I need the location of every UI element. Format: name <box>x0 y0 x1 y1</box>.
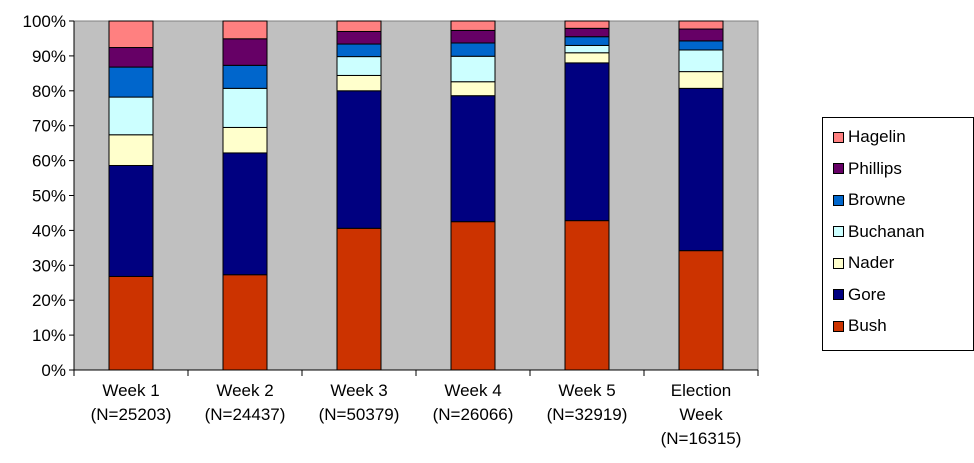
x-tick-label: Week 3 <box>330 381 387 400</box>
bar-segment-buchanan <box>678 49 724 73</box>
y-tick-label: 90% <box>32 47 66 66</box>
bar-segment-buchanan <box>564 44 610 54</box>
legend-swatch <box>833 320 844 332</box>
bar-segment-hagelin <box>450 20 496 31</box>
bar-segment-bush <box>564 220 610 371</box>
x-tick-label: Week 4 <box>444 381 501 400</box>
x-tick-label: (N=16315) <box>661 429 742 448</box>
bar-segment-nader <box>564 52 610 64</box>
bar-segment-phillips <box>108 47 154 68</box>
x-tick-label: (N=50379) <box>319 405 400 424</box>
plot-area <box>73 20 759 371</box>
bar-segment-phillips <box>336 30 382 45</box>
legend-label: Gore <box>848 284 886 304</box>
bar-segment-bush <box>108 275 154 371</box>
bar-segment-hagelin <box>108 20 154 49</box>
legend-label: Buchanan <box>848 221 925 241</box>
bar-segment-browne <box>678 40 724 51</box>
x-tick-label: (N=32919) <box>547 405 628 424</box>
y-tick-label: 100% <box>23 12 66 31</box>
legend-label: Nader <box>848 253 895 272</box>
legend-item-nader: Nader <box>833 252 894 274</box>
bar-segment-bush <box>678 250 724 371</box>
bar-segment-buchanan <box>108 96 154 136</box>
bar-segment-hagelin <box>222 20 268 40</box>
bar-segment-nader <box>222 126 268 154</box>
bar-segment-buchanan <box>450 55 496 83</box>
bar-segment-phillips <box>222 38 268 66</box>
x-tick-label: Week 1 <box>102 381 159 400</box>
legend-label: Phillips <box>848 158 902 178</box>
y-tick-label: 60% <box>32 152 66 171</box>
bar-segment-nader <box>336 74 382 92</box>
x-tick-label: (N=26066) <box>433 405 514 424</box>
legend-swatch <box>833 289 844 300</box>
legend-swatch <box>833 226 844 237</box>
bar-segment-gore <box>108 164 154 277</box>
bar-segment-browne <box>564 36 610 46</box>
bar-segment-gore <box>450 95 496 223</box>
bar-segment-bush <box>450 221 496 371</box>
y-tick-label: 40% <box>32 221 66 240</box>
bar-segment-gore <box>564 62 610 222</box>
bar-segment-nader <box>450 81 496 97</box>
legend-swatch <box>833 257 844 269</box>
bar-segment-nader <box>108 134 154 166</box>
bar-segment-browne <box>108 66 154 98</box>
x-tick-label: (N=24437) <box>205 405 286 424</box>
y-tick-label: 10% <box>32 326 66 345</box>
bar-segment-browne <box>222 64 268 89</box>
legend-item-bush: Bush <box>833 315 887 337</box>
y-tick-label: 50% <box>32 187 66 206</box>
bar-segment-gore <box>678 87 724 252</box>
x-tick-label: Week 5 <box>558 381 615 400</box>
bar-segment-phillips <box>678 28 724 42</box>
bar-segment-nader <box>678 71 724 89</box>
x-tick-label: Week <box>679 405 723 424</box>
legend-item-phillips: Phillips <box>833 158 902 180</box>
bar-segment-buchanan <box>336 56 382 76</box>
x-tick-label: Week 2 <box>216 381 273 400</box>
bar-segment-hagelin <box>564 20 610 29</box>
x-tick-label: Election <box>671 381 731 400</box>
legend-swatch <box>833 163 844 174</box>
legend-label: Hagelin <box>848 127 906 146</box>
bar-segment-hagelin <box>678 20 724 30</box>
legend-label: Bush <box>848 316 887 335</box>
bar-segment-browne <box>450 42 496 57</box>
bar-segment-hagelin <box>336 20 382 32</box>
legend-item-gore: Gore <box>833 284 886 306</box>
y-tick-label: 30% <box>32 256 66 275</box>
bar-segment-browne <box>336 43 382 58</box>
bar-segment-bush <box>222 274 268 371</box>
chart-legend: Hagelin Phillips Browne Buchanan Nader Gore Bu… <box>822 117 974 351</box>
y-tick-label: 70% <box>32 117 66 136</box>
legend-swatch <box>833 194 844 206</box>
bar-segment-gore <box>336 90 382 229</box>
y-tick-label: 0% <box>41 361 66 380</box>
legend-swatch <box>833 131 844 143</box>
legend-item-hagelin: Hagelin <box>833 126 906 148</box>
bar-segment-bush <box>336 227 382 371</box>
legend-label: Browne <box>848 190 906 209</box>
legend-item-browne: Browne <box>833 189 906 211</box>
bar-segment-gore <box>222 152 268 276</box>
legend-item-buchanan: Buchanan <box>833 221 925 243</box>
y-tick-label: 20% <box>32 291 66 310</box>
bar-segment-phillips <box>564 27 610 38</box>
x-tick-label: (N=25203) <box>91 405 172 424</box>
y-tick-label: 80% <box>32 82 66 101</box>
bar-segment-buchanan <box>222 87 268 128</box>
bar-segment-phillips <box>450 29 496 44</box>
